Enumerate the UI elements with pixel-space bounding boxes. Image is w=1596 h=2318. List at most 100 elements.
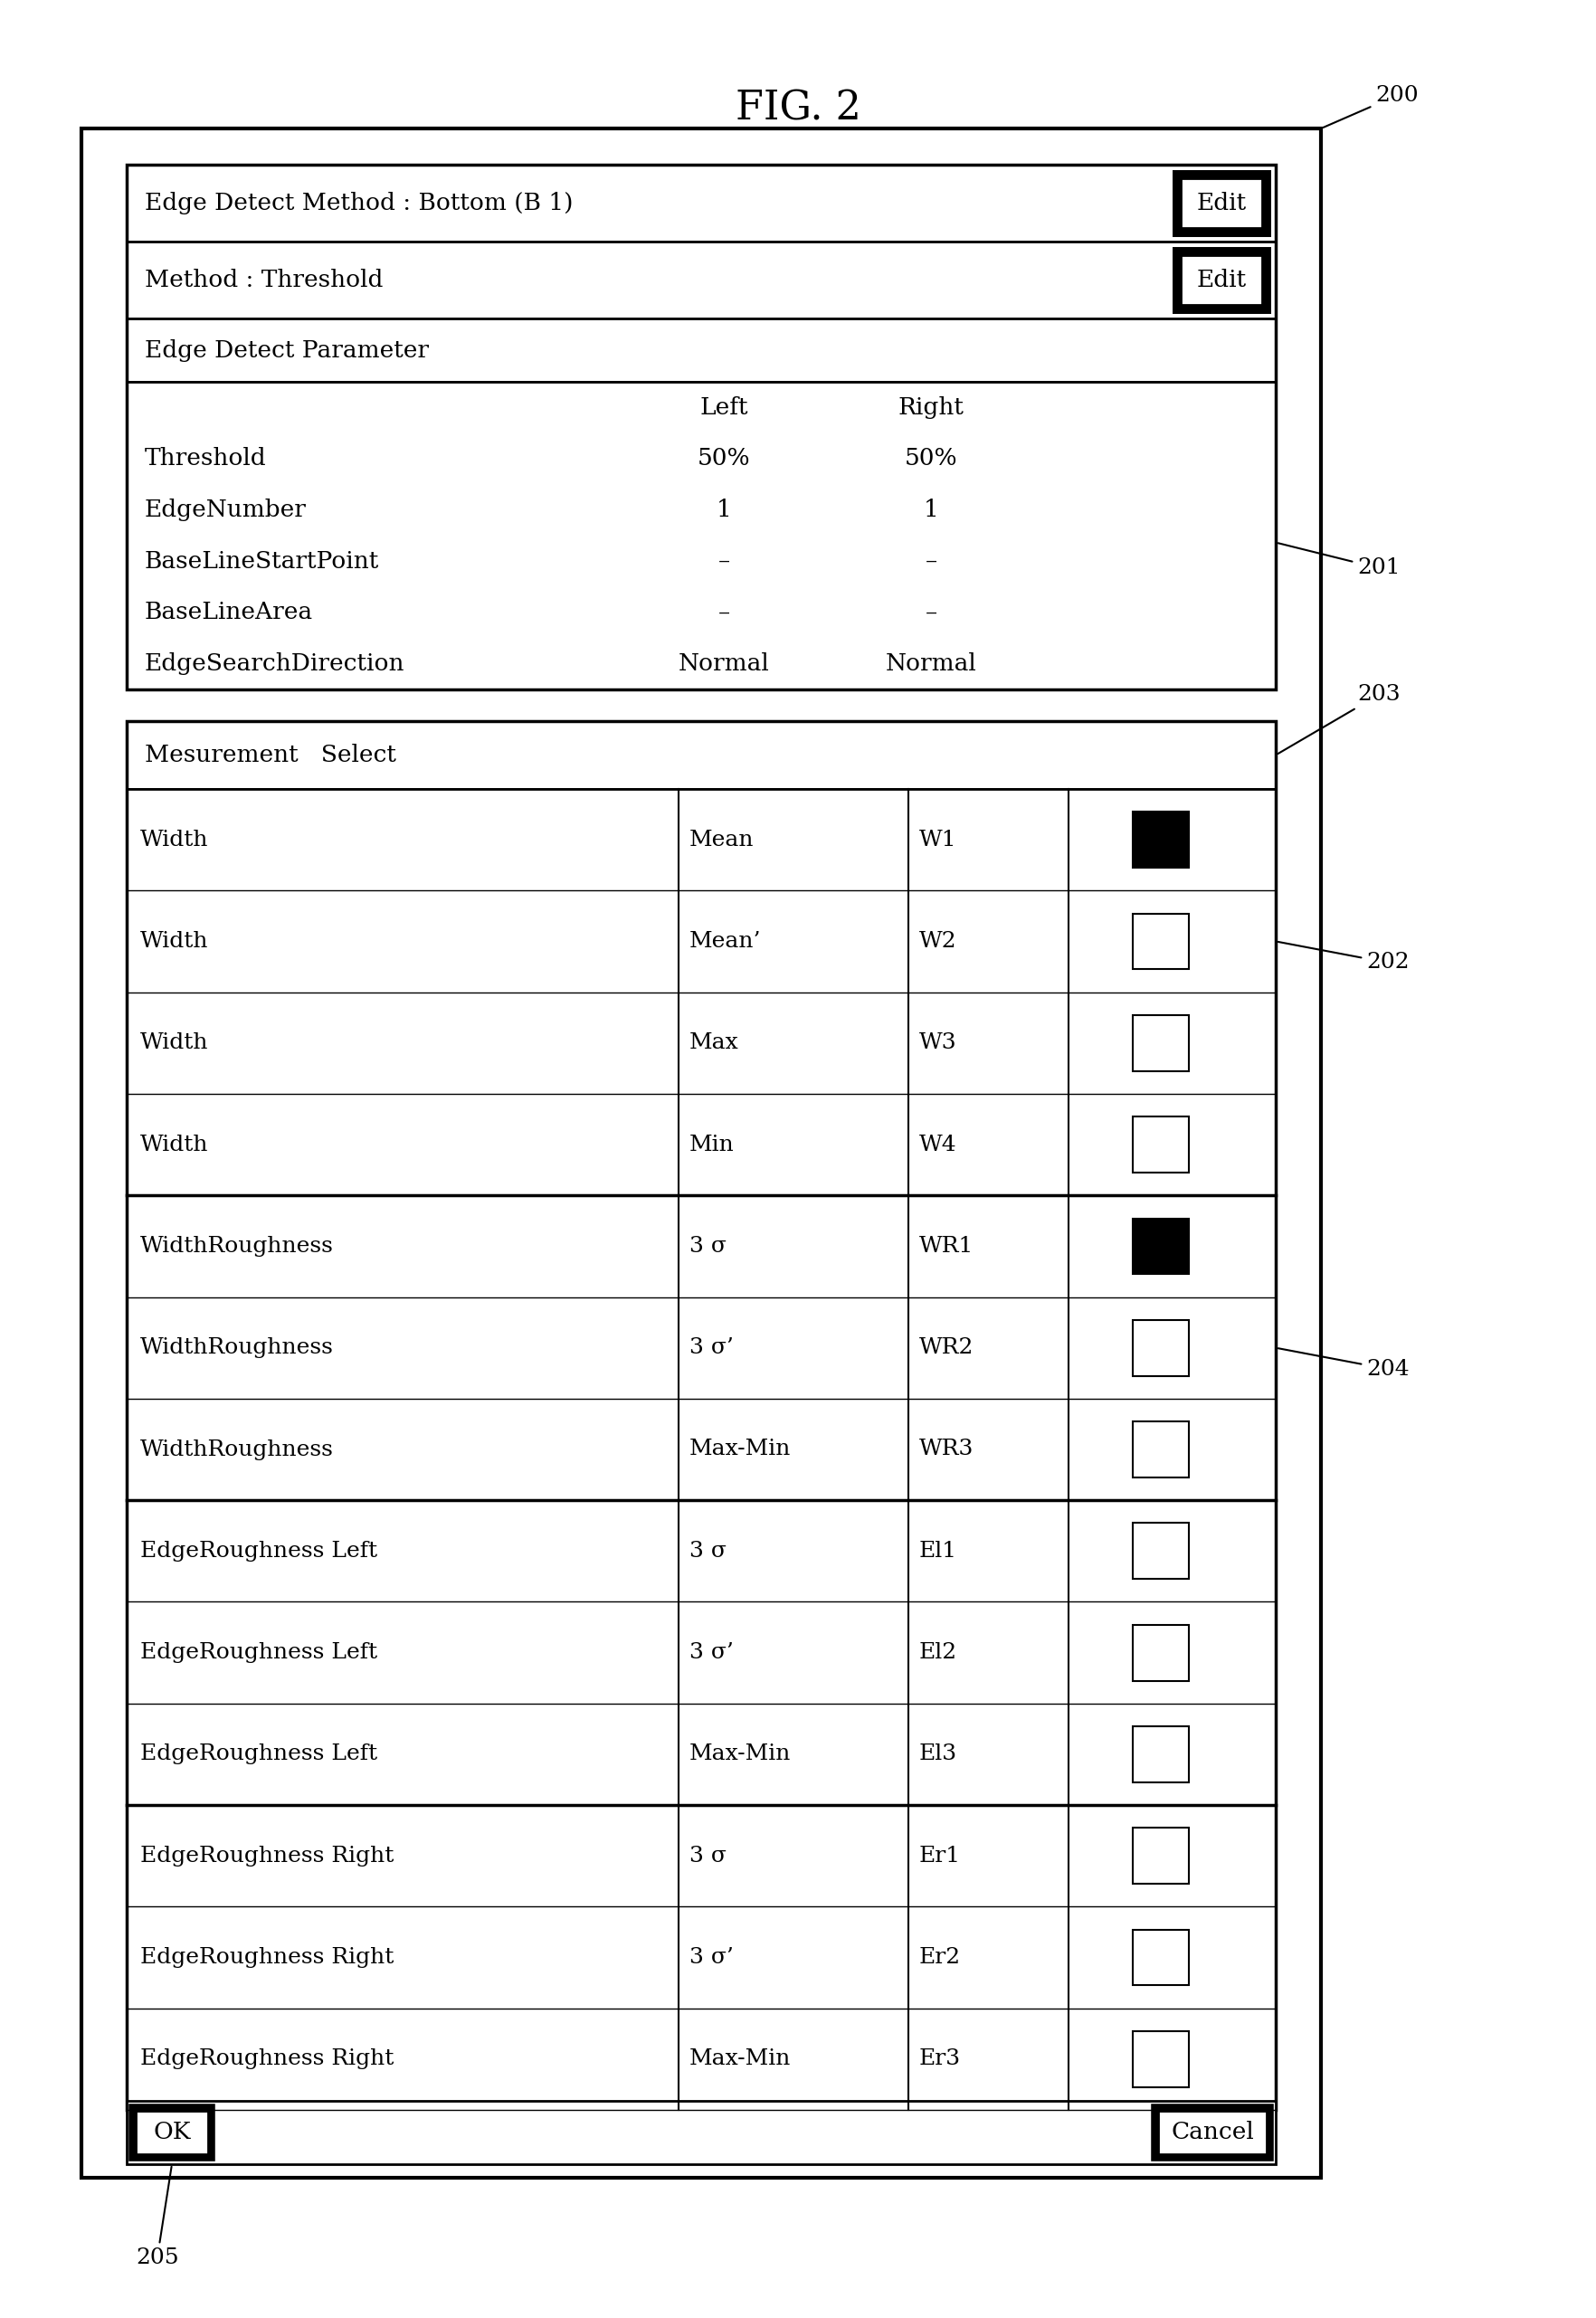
Text: Width: Width xyxy=(140,1032,209,1052)
Bar xyxy=(126,382,1275,688)
Text: –: – xyxy=(924,600,937,624)
Bar xyxy=(1132,1219,1187,1275)
Bar xyxy=(126,721,1275,788)
Text: WR3: WR3 xyxy=(918,1439,974,1460)
Text: W3: W3 xyxy=(918,1032,956,1052)
Bar xyxy=(1132,1625,1187,1681)
Bar xyxy=(126,241,1275,318)
Text: EdgeRoughness Left: EdgeRoughness Left xyxy=(140,1743,377,1764)
Text: EdgeNumber: EdgeNumber xyxy=(145,498,306,522)
Text: –: – xyxy=(718,549,729,573)
Text: Er2: Er2 xyxy=(918,1947,961,1968)
Text: Edit: Edit xyxy=(1195,192,1245,216)
Bar xyxy=(126,2100,1275,2165)
Bar xyxy=(126,788,1275,2109)
Text: EdgeRoughness Right: EdgeRoughness Right xyxy=(140,2049,394,2070)
Text: Max-Min: Max-Min xyxy=(689,1439,790,1460)
Text: Er1: Er1 xyxy=(918,1845,959,1866)
Text: 201: 201 xyxy=(1277,542,1400,580)
Text: WidthRoughness: WidthRoughness xyxy=(140,1439,334,1460)
Text: El3: El3 xyxy=(918,1743,956,1764)
Bar xyxy=(126,721,1275,2109)
Text: EdgeSearchDirection: EdgeSearchDirection xyxy=(145,651,405,675)
Text: Max: Max xyxy=(689,1032,737,1052)
Text: 3 σ’: 3 σ’ xyxy=(689,1641,733,1662)
Text: 3 σ: 3 σ xyxy=(689,1845,726,1866)
Text: 3 σ: 3 σ xyxy=(689,1541,726,1562)
Text: Cancel: Cancel xyxy=(1170,2121,1253,2144)
Text: –: – xyxy=(924,549,937,573)
Bar xyxy=(1132,1421,1187,1477)
Text: EdgeRoughness Right: EdgeRoughness Right xyxy=(140,1845,394,1866)
Text: Er3: Er3 xyxy=(918,2049,961,2070)
Text: 3 σ’: 3 σ’ xyxy=(689,1947,733,1968)
Text: W2: W2 xyxy=(918,932,956,953)
Text: Mean: Mean xyxy=(689,830,753,851)
Bar xyxy=(1132,1117,1187,1173)
Bar xyxy=(1132,2031,1187,2086)
Bar xyxy=(1132,1015,1187,1071)
Text: –: – xyxy=(718,600,729,624)
Bar xyxy=(1132,1727,1187,1783)
Bar xyxy=(1132,1523,1187,1579)
Bar xyxy=(1157,2112,1266,2153)
Text: EdgeRoughness Right: EdgeRoughness Right xyxy=(140,1947,394,1968)
Text: OK: OK xyxy=(153,2121,190,2144)
Text: 3 σ’: 3 σ’ xyxy=(689,1337,733,1358)
Bar xyxy=(126,318,1275,382)
Text: Edge Detect Method : Bottom (B 1): Edge Detect Method : Bottom (B 1) xyxy=(145,192,573,216)
Text: 203: 203 xyxy=(1277,684,1400,753)
Text: Left: Left xyxy=(699,396,749,420)
Text: 50%: 50% xyxy=(903,447,958,471)
Text: Method : Threshold: Method : Threshold xyxy=(145,269,383,292)
Bar xyxy=(1179,255,1261,306)
Text: Min: Min xyxy=(689,1134,734,1154)
Text: WR2: WR2 xyxy=(918,1337,974,1358)
Text: 50%: 50% xyxy=(697,447,750,471)
Bar xyxy=(1152,2107,1270,2158)
Text: FIG. 2: FIG. 2 xyxy=(734,88,860,127)
Text: WidthRoughness: WidthRoughness xyxy=(140,1337,334,1358)
Text: Threshold: Threshold xyxy=(145,447,267,471)
Bar xyxy=(126,165,1275,688)
Text: Normal: Normal xyxy=(678,651,769,675)
Bar xyxy=(136,2112,207,2153)
Text: EdgeRoughness Left: EdgeRoughness Left xyxy=(140,1541,377,1562)
Bar xyxy=(1132,1829,1187,1885)
Bar xyxy=(126,165,1275,241)
Bar xyxy=(1132,913,1187,969)
Text: Mesurement   Select: Mesurement Select xyxy=(145,744,396,767)
Text: Mean’: Mean’ xyxy=(689,932,761,953)
Text: BaseLineArea: BaseLineArea xyxy=(145,600,313,624)
Text: WR1: WR1 xyxy=(918,1235,974,1256)
Bar xyxy=(1179,178,1261,227)
Text: El2: El2 xyxy=(918,1641,956,1662)
Bar xyxy=(131,2107,212,2158)
Text: Right: Right xyxy=(897,396,964,420)
Text: 3 σ: 3 σ xyxy=(689,1235,726,1256)
Bar xyxy=(1132,1319,1187,1377)
Text: W1: W1 xyxy=(918,830,956,851)
Text: Edit: Edit xyxy=(1195,269,1245,292)
Text: BaseLineStartPoint: BaseLineStartPoint xyxy=(145,549,380,573)
Text: El1: El1 xyxy=(918,1541,956,1562)
Bar xyxy=(81,127,1320,2179)
Text: 1: 1 xyxy=(922,498,938,522)
Text: W4: W4 xyxy=(918,1134,956,1154)
Text: Edge Detect Parameter: Edge Detect Parameter xyxy=(145,338,429,362)
Text: Max-Min: Max-Min xyxy=(689,1743,790,1764)
Bar xyxy=(1175,174,1267,234)
Bar xyxy=(1132,1929,1187,1987)
Text: 1: 1 xyxy=(717,498,731,522)
Text: Width: Width xyxy=(140,932,209,953)
Text: Normal: Normal xyxy=(884,651,977,675)
Text: 202: 202 xyxy=(1277,941,1409,974)
Text: Width: Width xyxy=(140,830,209,851)
Bar xyxy=(1132,811,1187,867)
Text: Max-Min: Max-Min xyxy=(689,2049,790,2070)
Text: EdgeRoughness Left: EdgeRoughness Left xyxy=(140,1641,377,1662)
Text: WidthRoughness: WidthRoughness xyxy=(140,1235,334,1256)
Text: 200: 200 xyxy=(1323,86,1417,127)
Text: 205: 205 xyxy=(136,2167,179,2269)
Text: 204: 204 xyxy=(1277,1349,1409,1379)
